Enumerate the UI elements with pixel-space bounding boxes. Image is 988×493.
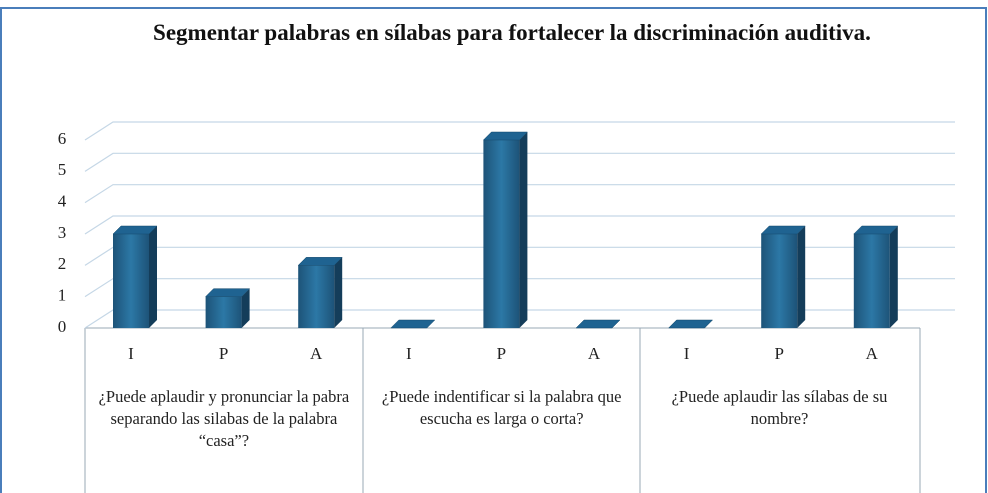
x-tick-label: P [219,344,228,363]
bar [482,131,529,328]
y-tick-label: 4 [58,192,67,211]
x-tick-label: P [497,344,506,363]
grid-line [84,215,955,235]
bar-top [575,319,621,329]
bar-top [853,225,899,235]
y-tick-label: 5 [58,160,67,179]
bar [575,319,621,329]
group-label: ¿Puede aplaudir las sílabas de su nombre… [671,387,888,428]
bar-top [482,131,529,141]
x-tick-label: A [310,344,323,363]
group-label: ¿Puede aplaudir y pronunciar la pabra se… [98,387,350,450]
bar [297,257,343,328]
bar [204,288,251,328]
bar-side [149,226,157,328]
y-tick-label: 6 [58,129,67,148]
bar-top [112,225,158,235]
y-tick-label: 2 [58,254,67,273]
y-tick-label: 3 [58,223,67,242]
x-tick-label: A [588,344,601,363]
bar-top [297,257,343,266]
bar-front [853,234,890,328]
x-tick-label: I [128,344,134,363]
bar [390,319,436,329]
y-tick-label: 0 [58,317,67,336]
bar [853,225,899,328]
bar-front [761,234,798,328]
bar [112,225,158,328]
x-tick-label: A [866,344,879,363]
bar-front [205,296,242,328]
x-tick-label: I [406,344,412,363]
bar [760,225,806,328]
bar-front [113,234,149,328]
bar-side [797,226,806,328]
x-tick-label: P [774,344,783,363]
chart-frame [0,7,987,493]
bar-top [204,288,251,297]
bar-front [483,140,520,328]
bar-front [298,265,335,328]
chart-title: Segmentar palabras en sílabas para forta… [153,20,871,45]
bar-side [241,288,250,328]
bar-top [390,319,436,329]
grid-line [84,184,955,204]
bar-side [519,132,528,328]
bar-side [889,226,898,328]
grid-line [84,121,955,141]
grid-line [84,152,955,172]
bar-top [760,225,806,235]
bar-side [334,257,343,328]
x-tick-label: I [684,344,690,363]
group-label: ¿Puede indentificar si la palabra que es… [381,387,622,428]
bar [667,319,714,329]
y-tick-label: 1 [58,286,67,305]
bar-top [667,319,714,329]
